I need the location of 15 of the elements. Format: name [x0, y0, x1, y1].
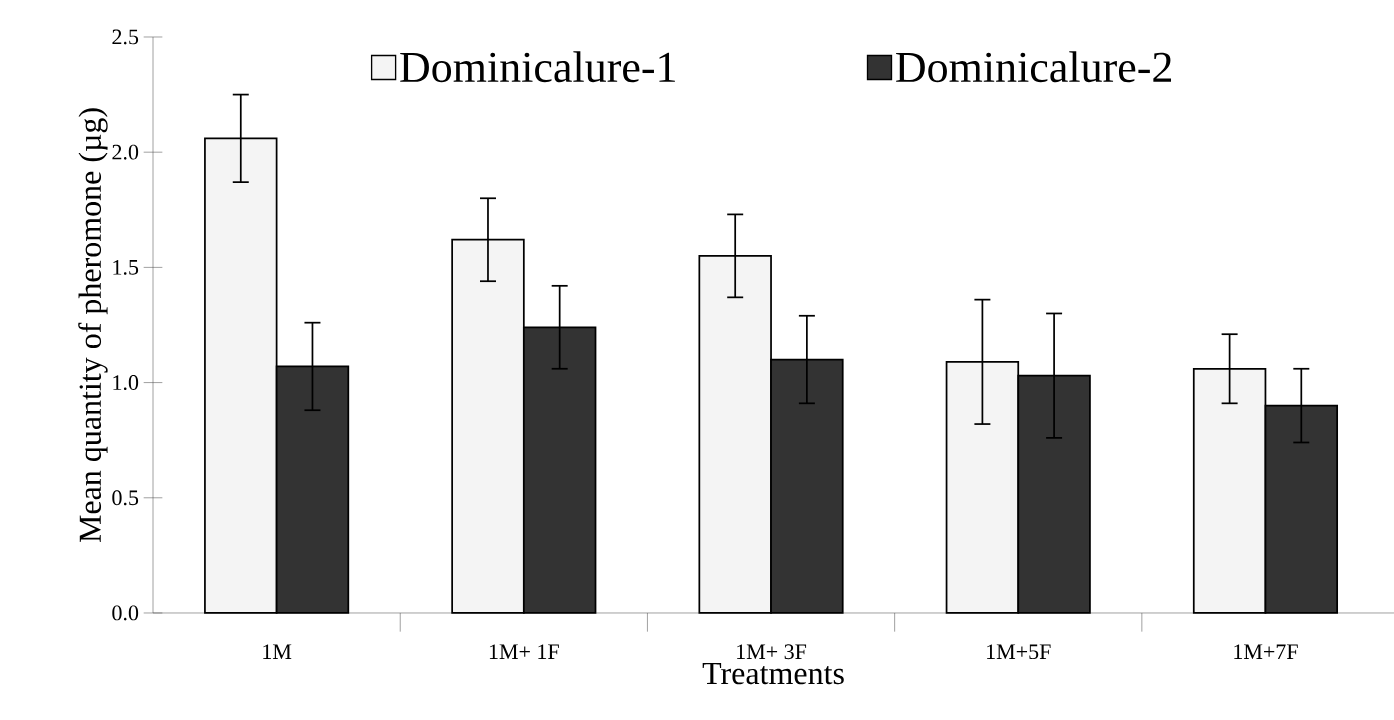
y-tick-label: 1.0 [113, 375, 139, 391]
x-axis-title: Treatments [702, 662, 844, 685]
y-tick-label: 2.5 [112, 29, 139, 45]
x-tick-label: 1M [263, 644, 292, 659]
y-tick-label: 2.0 [112, 144, 139, 160]
x-tick-label: 1M+7F [1234, 644, 1298, 659]
legend-label: Dominicalure-2 [896, 51, 1172, 83]
y-axis-title: Mean quantity of pheromone (µg) [78, 108, 108, 543]
y-tick-label: 0.0 [112, 605, 139, 621]
y-tick-label: 0.5 [112, 490, 139, 506]
x-tick-label: 1M+5F [987, 644, 1051, 660]
x-tick-label: 1M+ 1F [489, 644, 559, 659]
y-tick-label: 1.5 [113, 259, 139, 275]
x-tick-label: 1M+ 3F [737, 644, 807, 660]
legend-label: Dominicalure-1 [400, 51, 675, 83]
